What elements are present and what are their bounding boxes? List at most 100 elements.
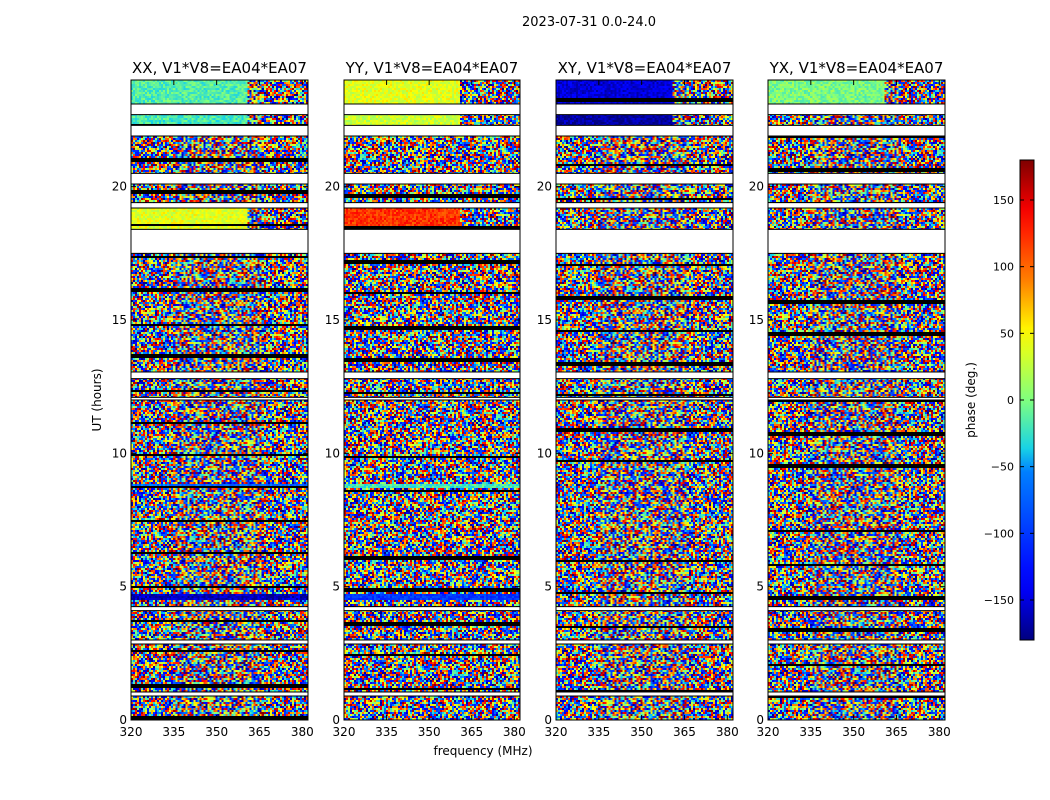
panel-title: XX, V1*V8=EA04*EA07	[132, 59, 307, 77]
x-tick-label: 320	[333, 725, 356, 739]
colorbar-ticks: −150 −100 −50 0 50 100 150	[984, 194, 1034, 607]
y-tick-label: 20	[537, 180, 552, 194]
y-tick-label: 10	[325, 446, 340, 460]
flagged-band	[131, 104, 308, 115]
y-tick-label: 10	[749, 446, 764, 460]
flagged-band	[131, 229, 308, 254]
x-tick-label: 365	[460, 725, 483, 739]
flagged-band	[556, 125, 733, 136]
x-tick-label: 380	[291, 725, 314, 739]
x-tick-label: 350	[205, 725, 228, 739]
panel-xx: XX, V1*V8=EA04*EA07 320 335 350 365 380 0 5 10 15…	[112, 59, 314, 739]
flagged-band	[768, 229, 945, 254]
panel-xy: XY, V1*V8=EA04*EA07 320 335 350 365 380 0 5 10 15…	[537, 59, 739, 739]
flagged-band	[556, 104, 733, 115]
colorbar-tick-label: 150	[993, 194, 1014, 207]
panel-yx: YX, V1*V8=EA04*EA07 320 335 350 365 380 0 5 10 15…	[749, 59, 951, 739]
flagged-band	[344, 125, 520, 136]
flagged-band	[344, 640, 520, 644]
x-tick-label: 365	[885, 725, 908, 739]
x-tick-label: 380	[928, 725, 951, 739]
flagged-band	[556, 173, 733, 184]
x-tick-label: 365	[673, 725, 696, 739]
panel-title: YX, V1*V8=EA04*EA07	[769, 59, 944, 77]
flagged-band	[344, 397, 520, 400]
flagged-band	[556, 202, 733, 208]
flagged-band	[131, 125, 308, 136]
x-tick-label: 350	[418, 725, 441, 739]
y-axis-label: UT (hours)	[90, 368, 104, 431]
colorbar-tick-label: 100	[993, 261, 1014, 274]
panel-frame	[130, 79, 309, 721]
flagged-band	[131, 606, 308, 611]
x-tick-label: 335	[162, 725, 185, 739]
flagged-band	[768, 173, 945, 184]
colorbar-tick-label: −100	[984, 527, 1014, 540]
y-tick-label: 20	[325, 180, 340, 194]
flagged-band	[556, 372, 733, 379]
flagged-band	[344, 372, 520, 379]
flagged-band	[768, 104, 945, 115]
x-tick-label: 335	[587, 725, 610, 739]
x-tick-label: 365	[248, 725, 271, 739]
panel-frame	[767, 79, 946, 721]
flagged-band	[768, 372, 945, 379]
y-tick-label: 5	[119, 580, 127, 594]
flagged-band	[768, 202, 945, 208]
x-tick-label: 320	[120, 725, 143, 739]
flagged-band	[768, 692, 945, 696]
flagged-band	[131, 372, 308, 379]
flagged-band	[556, 606, 733, 611]
flagged-band	[768, 606, 945, 611]
flagged-band	[768, 397, 945, 400]
y-tick-label: 10	[537, 446, 552, 460]
flagged-band	[768, 125, 945, 136]
y-tick-label: 15	[749, 313, 764, 327]
colorbar: −150 −100 −50 0 50 100 150 phase (deg.)	[964, 159, 1035, 641]
y-tick-label: 5	[332, 580, 340, 594]
colorbar-label: phase (deg.)	[964, 362, 978, 438]
y-tick-label: 5	[756, 580, 764, 594]
x-tick-label: 350	[630, 725, 653, 739]
y-tick-label: 20	[749, 180, 764, 194]
x-tick-label: 350	[842, 725, 865, 739]
panel-frame	[343, 79, 521, 721]
y-tick-label: 20	[112, 180, 127, 194]
colorbar-tick-label: 50	[1000, 327, 1014, 340]
y-tick-label: 15	[112, 313, 127, 327]
flagged-band	[556, 640, 733, 644]
y-tick-label: 0	[119, 713, 127, 727]
colorbar-tick-label: −150	[984, 594, 1014, 607]
flagged-band	[131, 397, 308, 400]
flagged-band	[131, 202, 308, 208]
panels-group: XX, V1*V8=EA04*EA07 320 335 350 365 380 0 5 10 15…	[112, 59, 951, 739]
flagged-band	[768, 640, 945, 644]
panel-yy: YY, V1*V8=EA04*EA07 320 335 350 365 380 0 5 10 15…	[325, 59, 526, 739]
flagged-band	[344, 202, 520, 208]
x-tick-label: 335	[375, 725, 398, 739]
panel-frame	[555, 79, 734, 721]
y-tick-label: 15	[537, 313, 552, 327]
flagged-band	[344, 692, 520, 696]
y-tick-label: 5	[544, 580, 552, 594]
flagged-band	[344, 104, 520, 115]
x-tick-label: 320	[757, 725, 780, 739]
y-tick-label: 0	[332, 713, 340, 727]
flagged-band	[344, 173, 520, 184]
flagged-band	[131, 173, 308, 184]
flagged-band	[556, 692, 733, 696]
y-tick-label: 15	[325, 313, 340, 327]
flagged-band	[556, 397, 733, 400]
flagged-band	[131, 692, 308, 696]
x-tick-label: 335	[799, 725, 822, 739]
x-tick-label: 380	[503, 725, 526, 739]
colorbar-tick-label: 0	[1007, 394, 1014, 407]
flagged-band	[131, 640, 308, 644]
x-tick-label: 320	[545, 725, 568, 739]
x-tick-label: 380	[716, 725, 739, 739]
panel-title: YY, V1*V8=EA04*EA07	[345, 59, 519, 77]
y-tick-label: 0	[756, 713, 764, 727]
x-axis-label: frequency (MHz)	[433, 744, 532, 758]
flagged-band	[344, 606, 520, 611]
